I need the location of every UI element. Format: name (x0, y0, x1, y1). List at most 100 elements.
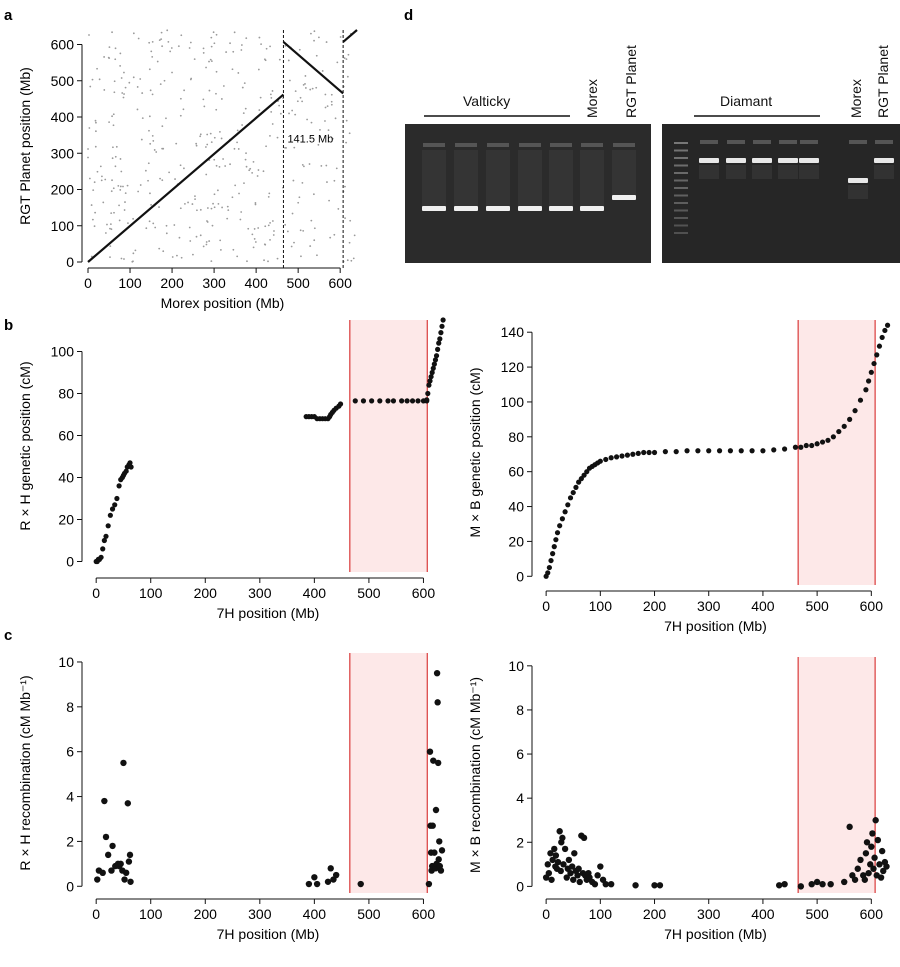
gel-well (423, 143, 445, 147)
data-point (104, 851, 112, 859)
noise-point (119, 52, 122, 55)
noise-point (151, 93, 154, 96)
y-tick-label: 80 (58, 386, 74, 402)
noise-point (270, 111, 273, 113)
noise-point (329, 236, 332, 239)
noise-point (110, 212, 113, 215)
data-point (546, 564, 552, 571)
noise-point (320, 165, 323, 167)
data-point (433, 353, 440, 359)
noise-point (108, 46, 111, 49)
noise-point (110, 190, 113, 193)
noise-point (291, 212, 294, 215)
noise-point (180, 34, 183, 37)
noise-point (238, 192, 240, 195)
data-point (434, 759, 442, 767)
data-point (580, 834, 588, 842)
noise-point (93, 225, 96, 228)
noise-point (124, 86, 127, 89)
noise-point (236, 129, 239, 132)
noise-point (213, 136, 216, 139)
data-point (695, 448, 701, 454)
noise-point (128, 81, 131, 84)
noise-point (123, 209, 126, 211)
gel-smear (726, 165, 746, 179)
data-point (429, 369, 435, 376)
noise-point (99, 165, 102, 168)
noise-point (98, 78, 101, 81)
noise-point (337, 208, 340, 210)
data-point (552, 852, 560, 859)
noise-point (206, 220, 208, 222)
data-point (877, 874, 885, 881)
noise-point (220, 137, 223, 140)
data-point (561, 845, 569, 853)
noise-point (328, 199, 330, 202)
noise-point (124, 192, 127, 194)
noise-point (210, 36, 213, 39)
noise-point (152, 222, 155, 225)
alignment-segment (87, 93, 285, 263)
data-point (836, 428, 842, 435)
noise-point (298, 48, 301, 51)
noise-point (268, 192, 271, 195)
data-point (545, 570, 551, 576)
gel-well (779, 140, 797, 144)
gel-band (422, 206, 446, 211)
noise-point (101, 175, 103, 178)
data-point (435, 346, 441, 352)
data-point (870, 865, 877, 872)
noise-point (269, 238, 271, 241)
data-point (439, 323, 445, 329)
noise-point (141, 92, 144, 94)
noise-point (269, 93, 272, 96)
data-point (313, 880, 321, 888)
noise-point (103, 56, 105, 58)
panel-letter-c: c (4, 627, 12, 644)
noise-point (304, 83, 306, 85)
noise-point (123, 93, 125, 95)
data-point (369, 398, 375, 404)
data-point (562, 509, 568, 515)
noise-point (252, 160, 255, 163)
data-point (568, 863, 576, 870)
data-point (101, 537, 107, 544)
data-point (825, 437, 831, 443)
x-tick-label: 500 (357, 906, 381, 922)
data-point (98, 554, 104, 560)
noise-point (155, 151, 158, 153)
noise-point (210, 207, 213, 210)
noise-point (350, 259, 353, 262)
noise-point (120, 257, 123, 260)
data-point (813, 878, 821, 886)
data-point (567, 869, 574, 877)
data-point (716, 448, 723, 454)
noise-point (171, 71, 173, 74)
noise-point (137, 37, 140, 40)
data-point (409, 398, 416, 404)
highlight-region (798, 657, 876, 893)
noise-point (352, 257, 355, 260)
noise-point (219, 130, 221, 133)
data-point (847, 416, 853, 422)
gel-label-diamant: Diamant (720, 93, 772, 109)
noise-point (149, 142, 152, 145)
noise-point (206, 143, 209, 146)
gel-band (848, 178, 868, 183)
noise-point (191, 203, 194, 205)
noise-point (123, 258, 125, 260)
gel-well (613, 143, 635, 147)
x-axis-label: 7H position (Mb) (217, 605, 320, 621)
noise-point (278, 104, 281, 107)
data-point (567, 495, 574, 501)
noise-point (240, 44, 243, 46)
ladder-band (674, 232, 688, 234)
y-tick-label: 6 (516, 746, 524, 762)
noise-point (219, 249, 222, 251)
x-tick-label: 100 (139, 906, 163, 922)
ladder-band (674, 194, 688, 197)
data-point (426, 748, 434, 755)
noise-point (165, 117, 167, 120)
noise-point (192, 253, 194, 256)
gel-label-morex-right: Morex (848, 79, 864, 118)
